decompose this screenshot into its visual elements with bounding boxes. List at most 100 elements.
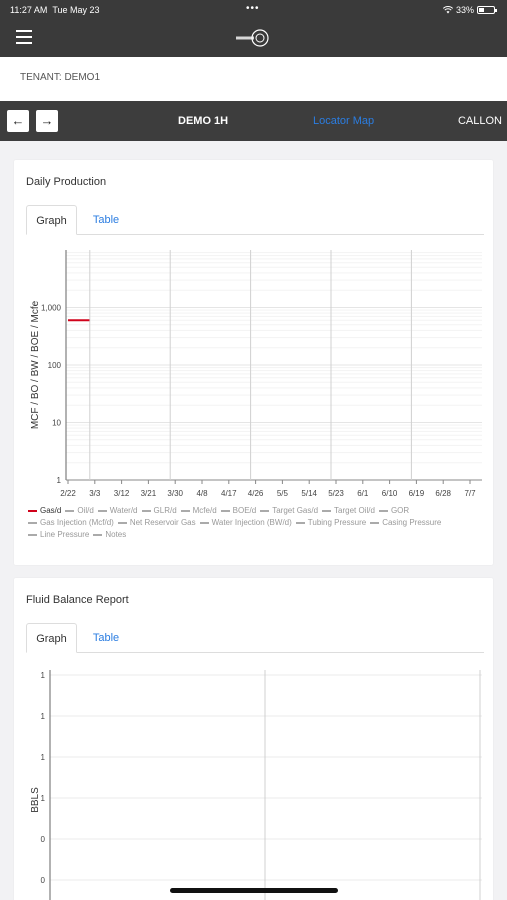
legend-swatch bbox=[260, 509, 270, 512]
legend-item[interactable]: Water Injection (BW/d) bbox=[199, 517, 292, 529]
x-tick-label: 3/21 bbox=[141, 489, 157, 498]
legend-label: Line Pressure bbox=[40, 530, 90, 539]
fluid-balance-chart: 1 1 1 1 0 0 BBLS bbox=[30, 670, 482, 900]
legend-item[interactable]: Casing Pressure bbox=[370, 517, 441, 529]
y-axis-label: MCF / BO / BW / BOE / Mcfe bbox=[30, 300, 41, 429]
x-tick-label: 5/14 bbox=[301, 489, 317, 498]
x-tick-label: 3/3 bbox=[89, 489, 101, 498]
y-tick-label: 1,000 bbox=[41, 304, 62, 313]
legend-swatch bbox=[295, 521, 305, 524]
wifi-icon bbox=[442, 6, 453, 14]
daily-tabs: Graph Table bbox=[26, 205, 484, 235]
fluid-tabs: Graph Table bbox=[26, 623, 484, 653]
forward-button[interactable]: → bbox=[36, 110, 58, 132]
arrow-left-icon: ← bbox=[11, 113, 25, 128]
legend-item[interactable]: Gas Injection (Mcf/d) bbox=[28, 517, 114, 529]
x-tick-label: 5/5 bbox=[277, 489, 289, 498]
x-tick-label: 4/17 bbox=[221, 489, 237, 498]
daily-production-card: Daily Production Graph Table bbox=[14, 160, 493, 565]
legend-item[interactable]: Mcfe/d bbox=[180, 505, 217, 517]
multitask-dots[interactable]: ••• bbox=[246, 3, 260, 14]
well-title: DEMO 1H bbox=[178, 115, 229, 127]
legend-item[interactable]: GLR/d bbox=[141, 505, 177, 517]
status-right: 33% bbox=[442, 5, 497, 15]
fluid-balance-card: Fluid Balance Report Graph Table bbox=[14, 578, 493, 900]
legend-label: Net Reservoir Gas bbox=[129, 518, 196, 527]
app-header bbox=[0, 20, 507, 57]
legend-label: Oil/d bbox=[77, 506, 94, 515]
card-title: Daily Production bbox=[26, 176, 107, 188]
x-tick-label: 6/10 bbox=[382, 489, 398, 498]
legend-label: Tubing Pressure bbox=[307, 518, 367, 527]
legend-item[interactable]: Net Reservoir Gas bbox=[117, 517, 196, 529]
tab-graph[interactable]: Graph bbox=[26, 623, 77, 653]
y-axis-label: BBLS bbox=[30, 787, 41, 813]
legend-label: GOR bbox=[390, 506, 410, 515]
tenant-bar: TENANT: DEMO1 bbox=[0, 57, 507, 101]
status-time: 11:27 AM Tue May 23 bbox=[10, 5, 100, 15]
legend-swatch bbox=[65, 509, 75, 512]
home-indicator[interactable] bbox=[170, 888, 338, 893]
legend-item[interactable]: Gas/d bbox=[28, 505, 61, 517]
legend-item[interactable]: Tubing Pressure bbox=[295, 517, 367, 529]
back-button[interactable]: ← bbox=[7, 110, 29, 132]
legend-swatch bbox=[322, 509, 332, 512]
y-tick-label: 1 bbox=[57, 476, 62, 485]
legend-item[interactable]: BOE/d bbox=[220, 505, 257, 517]
well-nav-bar: ← → DEMO 1H Locator Map CALLON bbox=[0, 101, 507, 141]
card-title: Fluid Balance Report bbox=[26, 594, 129, 606]
legend-label: Gas/d bbox=[40, 506, 62, 515]
status-bar: 11:27 AM Tue May 23 ••• 33% bbox=[0, 0, 507, 20]
tab-table[interactable]: Table bbox=[92, 632, 120, 644]
hamburger-icon[interactable] bbox=[16, 30, 32, 44]
y-tick-label: 0 bbox=[41, 835, 46, 844]
chart-legend: Gas/d Oil/d Water/d GLR/d Mcfe/d BOE/d Target … bbox=[28, 505, 468, 541]
legend-item[interactable]: GOR bbox=[378, 505, 410, 517]
legend-swatch bbox=[97, 509, 107, 512]
legend-swatch bbox=[199, 521, 209, 524]
legend-item[interactable]: Notes bbox=[93, 529, 126, 541]
legend-label: Water/d bbox=[109, 506, 138, 515]
x-tick-label: 7/7 bbox=[464, 489, 476, 498]
x-tick-label: 3/12 bbox=[114, 489, 130, 498]
legend-item[interactable]: Target Gas/d bbox=[260, 505, 318, 517]
legend-label: BOE/d bbox=[232, 506, 257, 515]
legend-swatch bbox=[117, 521, 127, 524]
battery-percent: 33% bbox=[455, 5, 474, 15]
legend-swatch bbox=[28, 521, 37, 524]
y-tick-label: 1 bbox=[41, 712, 46, 721]
ovation-logo-icon bbox=[236, 29, 269, 47]
x-tick-label: 5/23 bbox=[328, 489, 344, 498]
x-tick-label: 6/28 bbox=[435, 489, 451, 498]
legend-label: Water Injection (BW/d) bbox=[211, 518, 292, 527]
legend-item[interactable]: Line Pressure bbox=[28, 529, 89, 541]
legend-label: GLR/d bbox=[153, 506, 177, 515]
x-tick-label: 6/1 bbox=[357, 489, 369, 498]
tab-graph[interactable]: Graph bbox=[26, 205, 77, 235]
legend-item[interactable]: Water/d bbox=[97, 505, 138, 517]
legend-swatch bbox=[370, 521, 380, 524]
legend-label: Casing Pressure bbox=[382, 518, 442, 527]
legend-label: Notes bbox=[105, 530, 127, 539]
tab-table[interactable]: Table bbox=[92, 214, 120, 226]
operator-label[interactable]: CALLON bbox=[457, 115, 502, 127]
legend-swatch bbox=[28, 533, 37, 536]
legend-item[interactable]: Oil/d bbox=[65, 505, 94, 517]
legend-swatch bbox=[141, 509, 151, 512]
x-tick-label: 2/22 bbox=[60, 489, 76, 498]
y-tick-label: 10 bbox=[52, 419, 61, 428]
legend-label: Gas Injection (Mcf/d) bbox=[40, 518, 114, 527]
legend-label: Target Oil/d bbox=[334, 506, 375, 515]
y-tick-label: 100 bbox=[48, 361, 62, 370]
legend-item[interactable]: Target Oil/d bbox=[322, 505, 375, 517]
legend-label: Target Gas/d bbox=[272, 506, 319, 515]
legend-swatch bbox=[28, 509, 37, 512]
arrow-right-icon: → bbox=[40, 113, 54, 128]
locator-map-link[interactable]: Locator Map bbox=[313, 115, 375, 127]
legend-swatch bbox=[180, 509, 190, 512]
legend-swatch bbox=[378, 509, 388, 512]
y-tick-label: 1 bbox=[41, 671, 46, 680]
y-tick-label: 1 bbox=[41, 753, 46, 762]
